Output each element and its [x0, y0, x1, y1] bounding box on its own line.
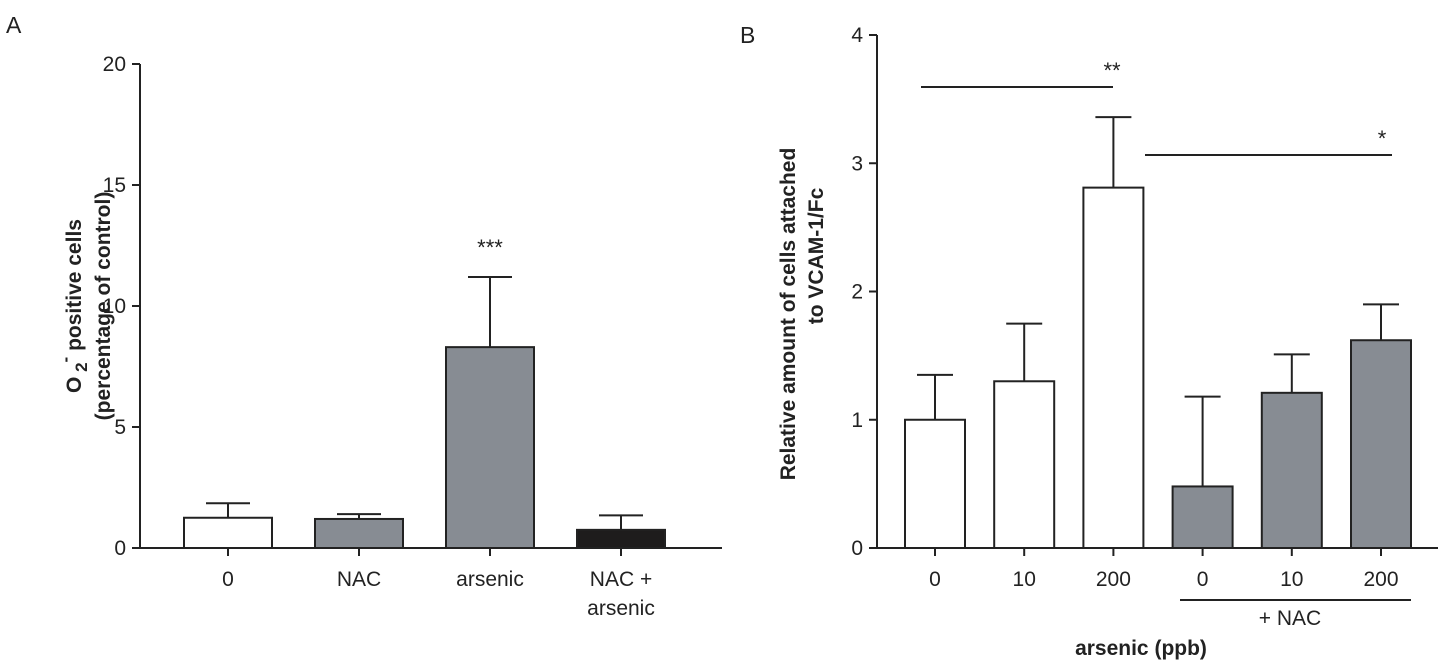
y-tick-label: 4	[851, 24, 863, 47]
x-tick-label: NAC	[337, 568, 381, 591]
y-tick-label: 0	[114, 537, 126, 560]
y-axis-title-line2: to VCAM-1/Fc	[805, 187, 828, 324]
x-tick-label: 0	[222, 568, 234, 591]
y-tick-label: 15	[103, 174, 126, 197]
y-axis-title-line1: Relative amount of cells attached	[777, 148, 800, 481]
y-tick-label: 1	[851, 409, 863, 432]
significance-label: ***	[477, 235, 503, 260]
bar	[1171, 485, 1234, 550]
significance-label: *	[1378, 126, 1387, 151]
panel-b-chart: B 0 1 2 3 4 0 10 200 0 10 200 + NAC arsenic (ppb) Rela…	[740, 22, 1438, 660]
x-tick-label: arsenic	[587, 597, 655, 620]
bar	[445, 346, 535, 550]
y-tick-label: 10	[103, 295, 126, 318]
x-tick-label: NAC +	[590, 568, 652, 591]
x-tick-label: 200	[1363, 568, 1398, 591]
bar	[993, 380, 1056, 549]
bar	[576, 528, 666, 549]
bar	[314, 517, 404, 550]
panel-label: A	[6, 12, 22, 38]
bar	[1260, 391, 1323, 549]
y-axis-title-line2: (percentage of control)	[92, 192, 115, 421]
bar	[1082, 186, 1145, 549]
bar	[1350, 339, 1412, 549]
group-bracket-label: + NAC	[1259, 607, 1321, 630]
x-tick-label: 0	[1197, 568, 1209, 591]
x-tick-label: 0	[929, 568, 941, 591]
y-tick-label: 20	[103, 53, 126, 76]
panel-label: B	[740, 22, 755, 48]
bar	[904, 418, 966, 549]
x-tick-label: 10	[1280, 568, 1303, 591]
y-tick-label: 3	[851, 152, 863, 175]
panel-a-chart: A 0 5 10 15 20 0 NAC arsenic NAC + arsenic *** O 2- …	[6, 12, 722, 620]
bar	[183, 516, 273, 549]
y-tick-label: 0	[851, 537, 863, 560]
significance-label: **	[1103, 58, 1121, 83]
y-axis-title-line1: O 2- positive cells	[56, 219, 91, 393]
y-tick-label: 2	[851, 281, 863, 304]
x-tick-label: 10	[1013, 568, 1036, 591]
x-tick-label: arsenic	[456, 568, 524, 591]
y-tick-label: 5	[114, 416, 126, 439]
x-axis-title: arsenic (ppb)	[1075, 637, 1207, 660]
x-tick-label: 200	[1096, 568, 1131, 591]
